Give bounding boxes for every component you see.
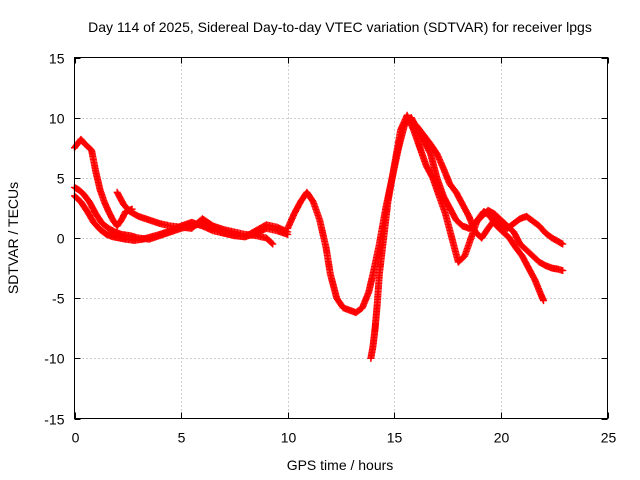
y-axis-title: SDTVAR / TECUs [5, 182, 21, 294]
x-axis-title: GPS time / hours [287, 457, 394, 473]
data-point [559, 266, 567, 274]
data-point [559, 240, 567, 248]
x-tick-label: 10 [281, 430, 297, 446]
series-track-d [113, 188, 292, 241]
plot-frame [74, 57, 608, 419]
series-track-c [71, 135, 136, 230]
x-tick-label: 0 [72, 430, 80, 446]
x-tick-labels: 0 5 10 15 20 25 [72, 430, 617, 446]
chart-title: Day 114 of 2025, Sidereal Day-to-day VTE… [88, 19, 592, 35]
y-tick-label: 10 [49, 111, 65, 127]
x-tick-label: 15 [387, 430, 403, 446]
data-point [540, 297, 548, 305]
y-tick-label: 5 [57, 171, 65, 187]
x-tick-label: 25 [601, 430, 617, 446]
x-tick-label: 20 [494, 430, 510, 446]
series-track-f [367, 111, 548, 362]
grid [74, 57, 608, 419]
y-tick-label: -15 [44, 412, 64, 428]
y-tick-label: 15 [49, 51, 65, 67]
data-point [268, 239, 276, 247]
x-tick-label: 5 [178, 430, 186, 446]
data-point [269, 240, 277, 248]
plot-area [71, 111, 567, 362]
y-tick-label: 0 [57, 231, 65, 247]
axis-ticks [74, 57, 609, 420]
y-tick-label: -5 [52, 291, 65, 307]
y-tick-labels: -15 -10 -5 0 5 10 15 [44, 51, 64, 428]
y-tick-label: -10 [44, 351, 64, 367]
series-track-g [407, 116, 567, 248]
